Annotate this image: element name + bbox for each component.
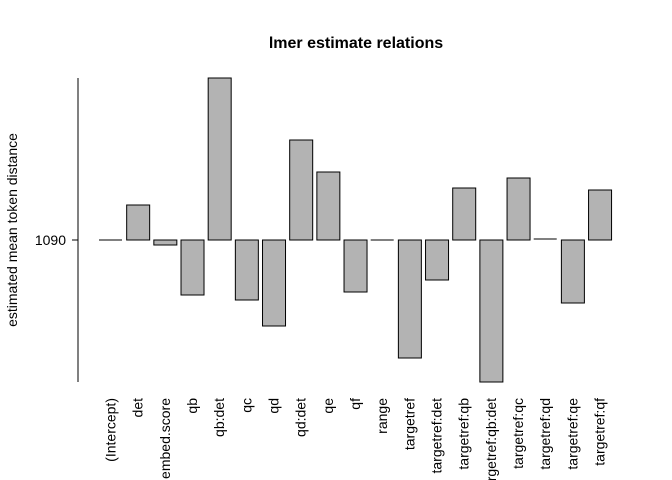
bar: [126, 204, 151, 241]
x-tick-label: targetref:qb:det: [483, 398, 499, 480]
bar: [316, 171, 341, 241]
x-tick-label: embed.score: [157, 398, 173, 479]
x-tick-label: qd: [266, 398, 282, 414]
x-tick-label: targetref:qc: [510, 398, 526, 469]
bar: [560, 239, 585, 304]
x-tick-label: (Intercept): [103, 398, 119, 462]
x-tick-label: qd:det: [293, 398, 309, 437]
bar: [180, 239, 205, 296]
x-tick-label: qf: [347, 398, 363, 410]
x-tick-label: det: [130, 398, 146, 418]
x-tick-label: qb:det: [211, 398, 227, 437]
x-tick-label: qe: [320, 398, 336, 414]
x-tick-label: targetref:qe: [564, 398, 580, 470]
bar: [397, 239, 422, 359]
x-tick-label: targetref: [401, 398, 417, 450]
bar: [207, 77, 232, 241]
x-tick-label: qc: [238, 398, 254, 413]
bar: [479, 239, 504, 383]
bar: [262, 239, 287, 327]
x-tick-label: targetref:qf: [592, 398, 608, 466]
y-axis-label: estimated mean token distance: [4, 133, 20, 327]
x-tick-label: qb: [184, 398, 200, 414]
bar: [588, 189, 613, 241]
x-tick-label: targetref:qd: [537, 398, 553, 470]
x-tick-label: targetref:det: [429, 398, 445, 474]
bar: [343, 239, 368, 293]
chart-title: lmer estimate relations: [269, 35, 443, 52]
x-tick-label: targetref:qb: [456, 398, 472, 470]
bar: [153, 239, 178, 246]
bar: [506, 177, 531, 241]
x-tick-label: range: [374, 398, 390, 434]
bar: [425, 239, 450, 281]
bar: [234, 239, 259, 301]
y-tick-label: 1090: [35, 232, 66, 248]
bar: [452, 187, 477, 241]
bar: [289, 139, 314, 241]
